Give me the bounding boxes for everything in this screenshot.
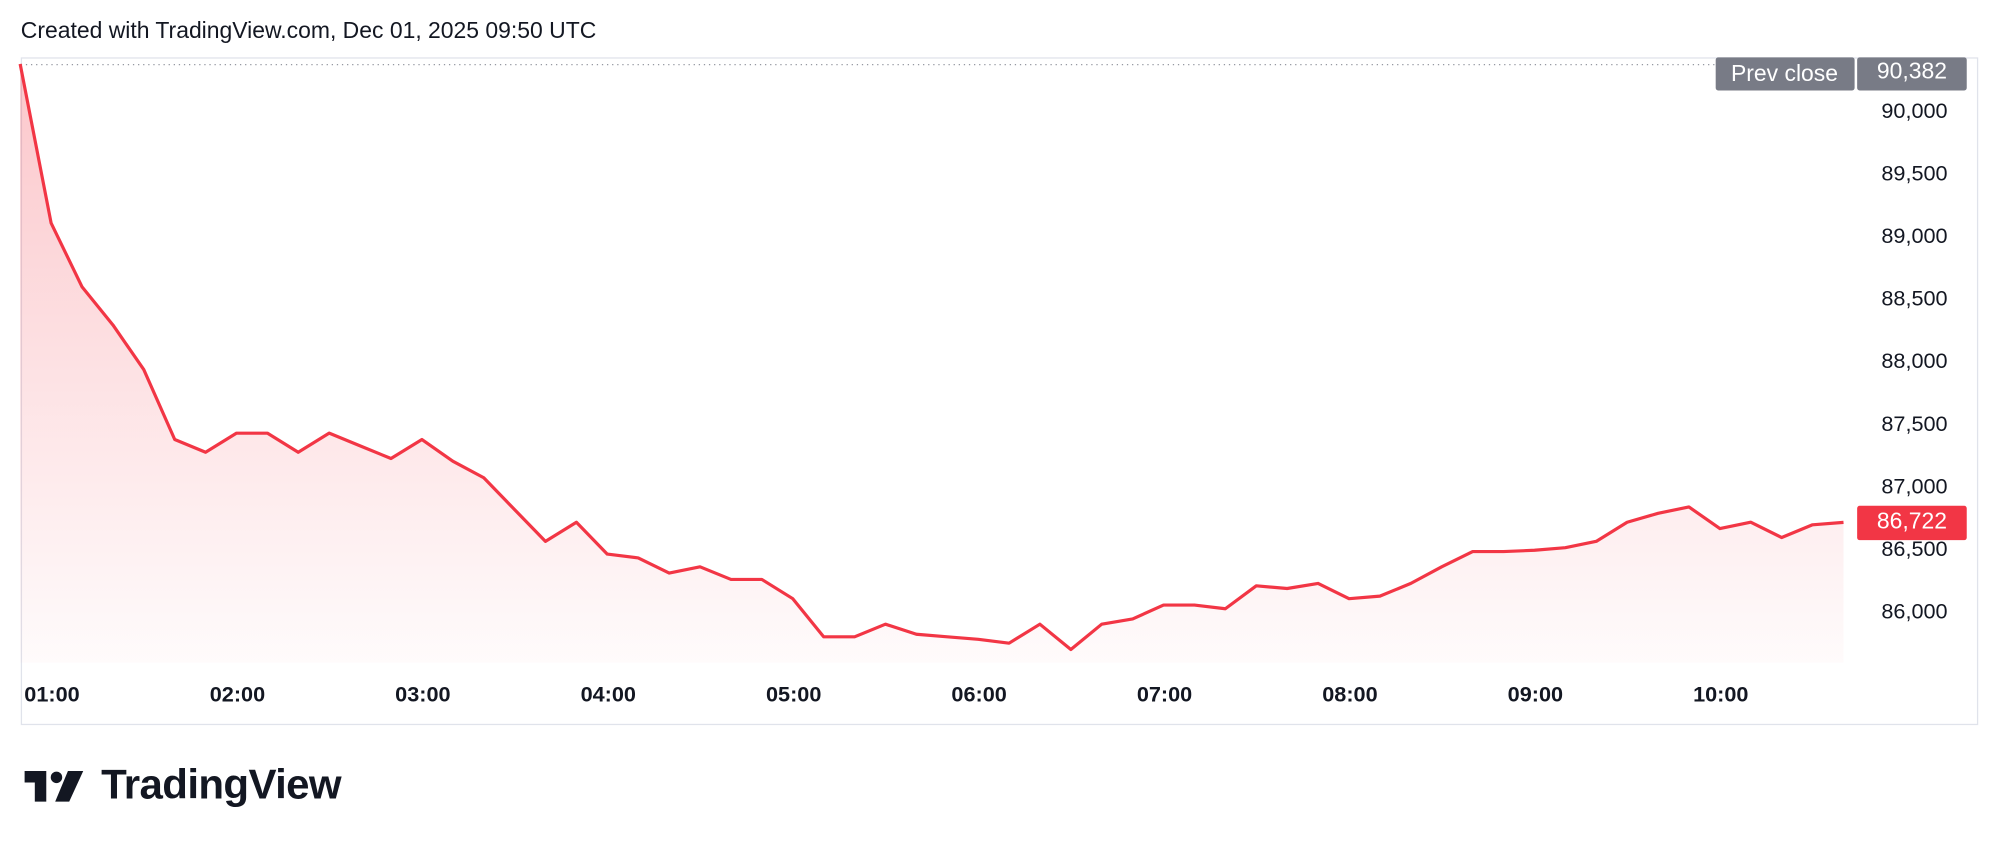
x-tick-label: 02:00 bbox=[210, 682, 265, 707]
prev-close-value: 90,382 bbox=[1877, 58, 1947, 84]
price-line bbox=[18, 63, 1844, 652]
y-tick-label: 86,000 bbox=[1881, 598, 1947, 623]
x-tick-label: 07:00 bbox=[1137, 682, 1192, 707]
x-tick-label: 10:00 bbox=[1693, 682, 1748, 707]
prev-close-value-badge bbox=[1857, 57, 1967, 91]
y-tick-label: 87,500 bbox=[1881, 411, 1947, 436]
prev-close-label: Prev close bbox=[1731, 60, 1838, 86]
y-tick-label: 89,000 bbox=[1881, 223, 1947, 248]
x-tick-label: 09:00 bbox=[1508, 682, 1563, 707]
y-tick-label: 90,000 bbox=[1881, 98, 1947, 123]
x-tick-label: 04:00 bbox=[581, 682, 636, 707]
logo-icon bbox=[24, 770, 84, 802]
x-tick-label: 03:00 bbox=[395, 682, 450, 707]
prev-close-badge bbox=[1715, 57, 1855, 91]
area-fill bbox=[20, 63, 1844, 663]
x-tick-label: 01:00 bbox=[24, 682, 79, 707]
y-tick-label: 87,000 bbox=[1881, 473, 1947, 498]
header-title: Created with TradingView.com, Dec 01, 20… bbox=[21, 17, 596, 43]
x-tick-label: 05:00 bbox=[766, 682, 821, 707]
x-tick-label: 06:00 bbox=[951, 682, 1006, 707]
logo-text: TradingView bbox=[101, 761, 342, 808]
y-tick-label: 88,500 bbox=[1881, 286, 1947, 311]
y-tick-label: 88,000 bbox=[1881, 348, 1947, 373]
last-price-label: 86,722 bbox=[1877, 507, 1947, 533]
x-tick-label: 08:00 bbox=[1322, 682, 1377, 707]
y-tick-label: 89,500 bbox=[1881, 161, 1947, 186]
last-price-badge bbox=[1857, 505, 1967, 541]
